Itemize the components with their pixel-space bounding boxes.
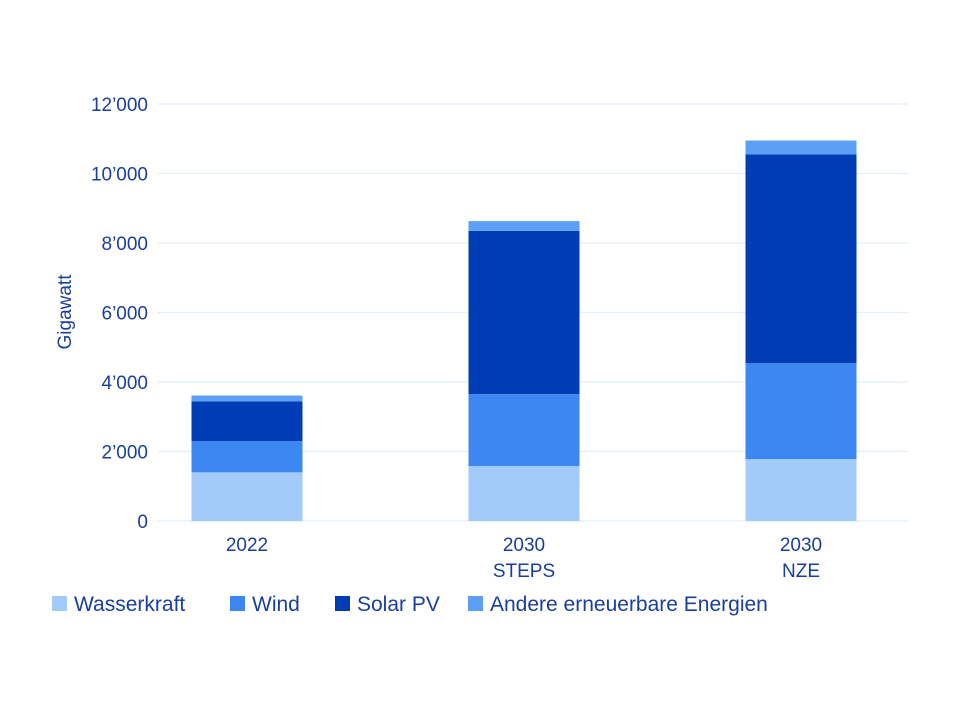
legend-swatch	[52, 596, 67, 611]
x-axis-ticks: 2022 2030 STEPS 2030 NZE	[226, 535, 822, 582]
y-tick-label: 12’000	[91, 95, 148, 116]
y-axis-ticks: 0 2’000 4’000 6’000 8’000 10’000 12’000	[91, 95, 148, 533]
bar-segment-wasserkraft	[191, 472, 303, 521]
x-tick-label: NZE	[782, 561, 820, 582]
x-tick-label: 2030	[780, 535, 822, 556]
x-tick-label: 2030	[503, 535, 545, 556]
legend-swatch	[335, 596, 350, 611]
legend: Wasserkraft Wind Solar PV Andere erneuerbar…	[52, 593, 768, 616]
legend-label: Wasserkraft	[74, 593, 185, 616]
bar-segment-wasserkraft	[745, 459, 857, 521]
bar-segment-wasserkraft	[468, 466, 580, 521]
legend-label: Wind	[252, 593, 300, 616]
y-axis-title: Gigawatt	[55, 274, 76, 350]
legend-label: Solar PV	[357, 593, 440, 616]
bars	[191, 140, 857, 521]
bar-segment-andere-erneuerbare-energien	[745, 140, 857, 155]
y-tick-label: 6’000	[102, 304, 149, 325]
bar-segment-andere-erneuerbare-energien	[191, 395, 303, 402]
x-tick-label: 2022	[226, 535, 268, 556]
legend-swatch	[468, 596, 483, 611]
bar-segment-wind	[191, 441, 303, 473]
y-tick-label: 4’000	[102, 373, 149, 394]
y-tick-label: 2’000	[102, 443, 149, 464]
bar-segment-andere-erneuerbare-energien	[468, 221, 580, 231]
bar-segment-solar-pv	[745, 154, 857, 364]
legend-swatch	[230, 596, 245, 611]
bar-segment-solar-pv	[468, 230, 580, 395]
y-tick-label: 8’000	[102, 234, 149, 255]
legend-label: Andere erneuerbare Energien	[490, 593, 768, 616]
bar-segment-wind	[745, 363, 857, 460]
bar-segment-wind	[468, 394, 580, 467]
y-tick-label: 10’000	[91, 165, 148, 186]
bar-segment-solar-pv	[191, 401, 303, 442]
x-tick-label: STEPS	[493, 561, 555, 582]
y-tick-label: 0	[137, 512, 148, 533]
